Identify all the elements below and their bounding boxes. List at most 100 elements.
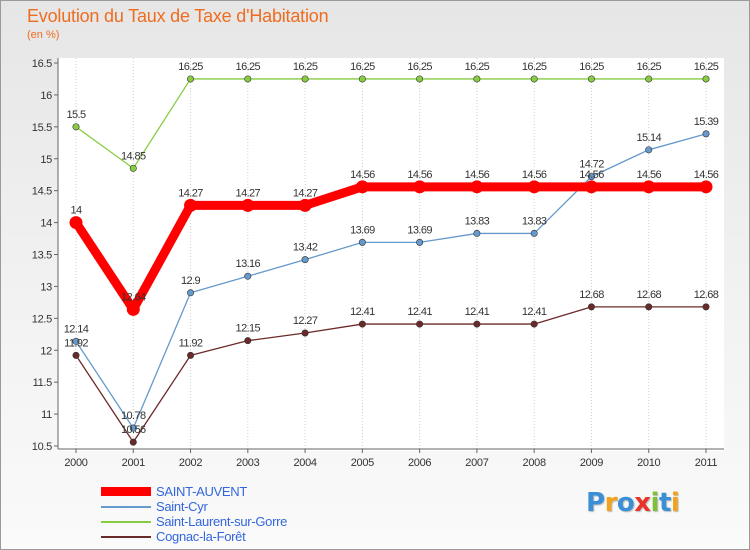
logo-letter: r bbox=[604, 488, 618, 518]
data-point bbox=[527, 180, 541, 194]
legend-label: Saint-Cyr bbox=[156, 499, 208, 514]
y-tick-label: 13 bbox=[40, 281, 52, 293]
data-label: 14.27 bbox=[178, 187, 203, 199]
x-tick-label: 2003 bbox=[236, 457, 259, 469]
legend-item-cognac-la-foret: Cognac-la-Forêt bbox=[101, 529, 287, 544]
data-label: 16.25 bbox=[407, 61, 432, 73]
x-tick-label: 2005 bbox=[351, 457, 374, 469]
data-label: 14.56 bbox=[522, 169, 547, 181]
data-point bbox=[587, 75, 595, 83]
y-tick-label: 11 bbox=[41, 409, 52, 421]
data-point bbox=[584, 180, 598, 194]
x-tick-label: 2002 bbox=[179, 457, 202, 469]
data-point bbox=[129, 164, 137, 172]
x-tick-label: 2009 bbox=[580, 457, 603, 469]
data-label: 12.68 bbox=[579, 289, 604, 301]
legend-item-saint-auvent: SAINT-AUVENT bbox=[101, 484, 287, 499]
data-label: 16.25 bbox=[350, 61, 375, 73]
data-point bbox=[355, 180, 369, 194]
data-point bbox=[244, 337, 252, 345]
legend-item-saint-cyr: Saint-Cyr bbox=[101, 499, 287, 514]
data-point bbox=[642, 180, 656, 194]
data-label: 12.68 bbox=[694, 289, 719, 301]
y-tick-label: 15.5 bbox=[32, 122, 52, 134]
data-label: 12.41 bbox=[350, 306, 375, 318]
x-tick-label: 2001 bbox=[122, 457, 145, 469]
data-label: 13.83 bbox=[465, 215, 490, 227]
legend-label: Cognac-la-Forêt bbox=[156, 529, 246, 544]
data-point bbox=[244, 272, 252, 280]
data-label: 13.83 bbox=[522, 215, 547, 227]
data-point bbox=[530, 229, 538, 237]
data-point bbox=[72, 123, 80, 131]
data-label: 11.92 bbox=[64, 337, 88, 349]
data-point bbox=[416, 320, 424, 328]
x-tick-label: 2010 bbox=[637, 457, 660, 469]
data-label: 16.25 bbox=[522, 61, 547, 73]
data-label: 12.41 bbox=[465, 306, 490, 318]
logo-letter: i bbox=[650, 488, 660, 518]
data-point bbox=[473, 75, 481, 83]
x-tick-label: 2006 bbox=[408, 457, 431, 469]
proxiti-logo: Proxiti bbox=[586, 488, 680, 518]
data-point bbox=[645, 146, 653, 154]
logo-letter: P bbox=[586, 488, 605, 518]
data-label: 16.25 bbox=[236, 61, 261, 73]
data-point bbox=[699, 180, 713, 194]
y-tick-label: 13.5 bbox=[32, 250, 52, 262]
x-tick-label: 2008 bbox=[523, 457, 546, 469]
legend-swatch-saint-auvent bbox=[101, 487, 151, 496]
data-label: 11.92 bbox=[179, 337, 203, 349]
legend-swatch-saint-cyr bbox=[101, 505, 151, 508]
data-label: 16.25 bbox=[579, 61, 604, 73]
data-point bbox=[187, 75, 195, 83]
data-label: 14.27 bbox=[293, 187, 318, 199]
data-label: 16.25 bbox=[178, 61, 203, 73]
data-label: 13.69 bbox=[350, 224, 375, 236]
data-point bbox=[244, 75, 252, 83]
data-label: 14.27 bbox=[236, 187, 261, 199]
data-point bbox=[184, 198, 198, 212]
data-point bbox=[702, 130, 710, 138]
series-line-cognac-la-for-t bbox=[75, 306, 707, 443]
y-tick-label: 10.5 bbox=[32, 441, 52, 453]
data-point bbox=[301, 256, 309, 264]
data-point bbox=[587, 303, 595, 311]
data-label: 14.56 bbox=[636, 169, 661, 181]
plot-area bbox=[58, 58, 724, 451]
data-point bbox=[129, 438, 137, 446]
x-tick-label: 2007 bbox=[465, 457, 488, 469]
data-point bbox=[72, 351, 80, 359]
data-point bbox=[241, 198, 255, 212]
data-label: 15.5 bbox=[66, 109, 85, 121]
data-label: 14.72 bbox=[579, 159, 604, 171]
data-label: 12.15 bbox=[236, 323, 261, 335]
data-point bbox=[358, 238, 366, 246]
data-label: 10.56 bbox=[121, 424, 146, 436]
chart-legend: SAINT-AUVENT Saint-Cyr Saint-Laurent-sur… bbox=[101, 484, 287, 544]
data-label: 14.56 bbox=[407, 169, 432, 181]
legend-swatch-cognac-la-foret bbox=[101, 535, 151, 538]
data-point bbox=[69, 216, 83, 230]
logo-letter: o bbox=[616, 488, 635, 518]
data-label: 12.64 bbox=[121, 291, 146, 303]
legend-label: SAINT-AUVENT bbox=[156, 484, 248, 499]
data-point bbox=[301, 75, 309, 83]
legend-item-saint-laurent-sur-gorre: Saint-Laurent-sur-Gorre bbox=[101, 514, 287, 529]
series-line-saint-cyr bbox=[75, 133, 707, 429]
data-label: 12.41 bbox=[407, 306, 432, 318]
data-label: 12.14 bbox=[64, 323, 89, 335]
data-label: 14.56 bbox=[350, 169, 375, 181]
data-label: 13.16 bbox=[236, 258, 261, 270]
chart-title: Evolution du Taux de Taxe d'Habitation bbox=[27, 6, 329, 26]
legend-swatch-saint-laurent-sur-gorre bbox=[101, 520, 151, 523]
data-point bbox=[358, 75, 366, 83]
data-point bbox=[72, 337, 80, 345]
y-tick-label: 14.5 bbox=[32, 186, 52, 198]
data-label: 16.25 bbox=[465, 61, 490, 73]
legend-label: Saint-Laurent-sur-Gorre bbox=[156, 514, 288, 529]
series-line-saint-auvent bbox=[71, 182, 711, 314]
data-point bbox=[530, 320, 538, 328]
